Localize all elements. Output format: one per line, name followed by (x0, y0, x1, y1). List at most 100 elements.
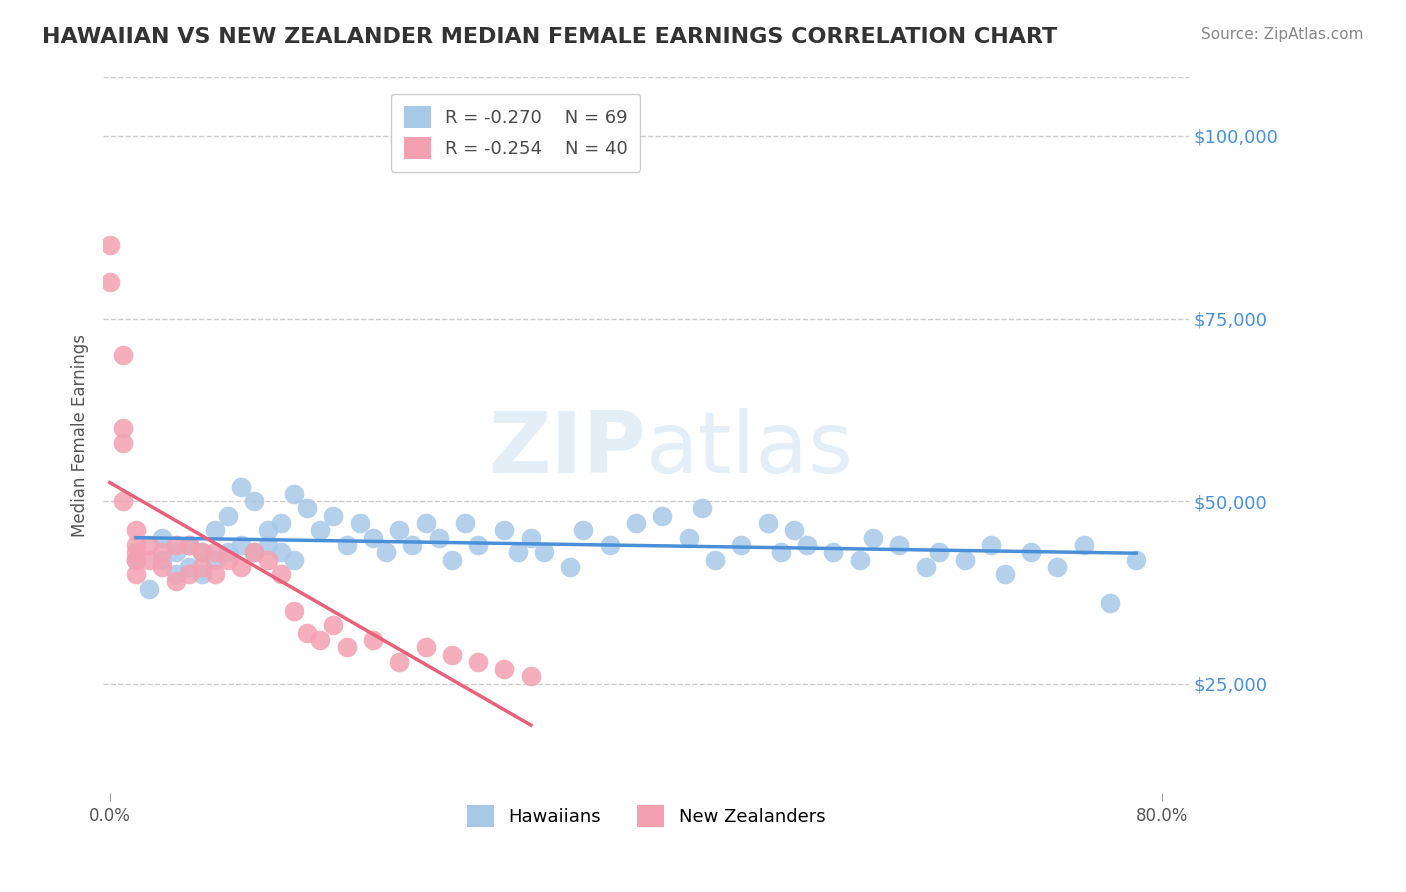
Point (165, 545, 187, 559)
Point (783, 524, 806, 538)
Point (256, 538, 278, 552)
Point (388, 655, 411, 669)
Point (440, 552, 463, 566)
Point (270, 545, 292, 559)
Point (150, 552, 173, 566)
Point (283, 552, 305, 566)
Point (494, 662, 516, 676)
Point (217, 508, 239, 523)
Point (690, 501, 713, 516)
Point (283, 604, 305, 618)
Point (191, 567, 214, 582)
Text: Source: ZipAtlas.com: Source: ZipAtlas.com (1201, 27, 1364, 42)
Point (177, 560, 200, 574)
Point (191, 545, 214, 559)
Point (125, 538, 148, 552)
Point (98, 238, 121, 252)
Point (914, 560, 936, 574)
Point (243, 545, 266, 559)
Point (849, 552, 872, 566)
Point (1125, 552, 1147, 566)
Point (361, 632, 384, 647)
Point (125, 524, 148, 538)
Point (980, 538, 1002, 552)
Point (309, 524, 332, 538)
Point (520, 669, 543, 683)
Point (243, 545, 266, 559)
Point (796, 538, 818, 552)
Point (730, 538, 752, 552)
Point (560, 560, 582, 574)
Point (165, 567, 187, 582)
Point (231, 560, 253, 574)
Point (624, 516, 647, 530)
Point (678, 531, 700, 545)
Point (335, 538, 357, 552)
Point (415, 516, 437, 530)
Text: atlas: atlas (645, 409, 853, 491)
Point (440, 648, 463, 662)
Point (111, 348, 134, 362)
Text: HAWAIIAN VS NEW ZEALANDER MEDIAN FEMALE EARNINGS CORRELATION CHART: HAWAIIAN VS NEW ZEALANDER MEDIAN FEMALE … (42, 27, 1057, 46)
Point (98, 275, 121, 289)
Point (204, 552, 226, 566)
Point (506, 545, 529, 559)
Point (111, 421, 134, 435)
Point (217, 545, 239, 559)
Y-axis label: Median Female Earnings: Median Female Earnings (72, 334, 89, 537)
Point (125, 552, 148, 566)
Point (467, 655, 489, 669)
Point (704, 552, 727, 566)
Point (349, 516, 371, 530)
Point (165, 538, 187, 552)
Point (322, 508, 344, 523)
Point (217, 552, 239, 566)
Point (177, 567, 200, 582)
Point (177, 538, 200, 552)
Point (1019, 545, 1042, 559)
Point (191, 545, 214, 559)
Point (138, 582, 160, 596)
Point (295, 501, 318, 516)
Point (823, 545, 845, 559)
Point (256, 552, 278, 566)
Point (572, 524, 595, 538)
Point (270, 516, 292, 530)
Point (150, 545, 173, 559)
Point (651, 508, 673, 523)
Point (427, 531, 450, 545)
Point (177, 538, 200, 552)
Point (599, 538, 621, 552)
Point (335, 640, 357, 655)
Legend: Hawaiians, New Zealanders: Hawaiians, New Zealanders (460, 798, 832, 834)
Point (322, 618, 344, 632)
Point (953, 552, 976, 566)
Point (769, 545, 792, 559)
Point (125, 545, 148, 559)
Point (150, 531, 173, 545)
Point (204, 545, 226, 559)
Point (928, 545, 950, 559)
Point (111, 494, 134, 508)
Point (243, 494, 266, 508)
Point (361, 531, 384, 545)
Text: ZIP: ZIP (488, 409, 645, 491)
Point (467, 538, 489, 552)
Point (388, 524, 411, 538)
Point (454, 516, 477, 530)
Point (309, 632, 332, 647)
Point (138, 552, 160, 566)
Point (125, 552, 148, 566)
Point (1098, 596, 1121, 610)
Point (231, 538, 253, 552)
Point (138, 538, 160, 552)
Point (204, 524, 226, 538)
Point (270, 567, 292, 582)
Point (520, 531, 543, 545)
Point (494, 524, 516, 538)
Point (401, 538, 423, 552)
Point (1046, 560, 1069, 574)
Point (231, 479, 253, 493)
Point (1073, 538, 1095, 552)
Point (415, 640, 437, 655)
